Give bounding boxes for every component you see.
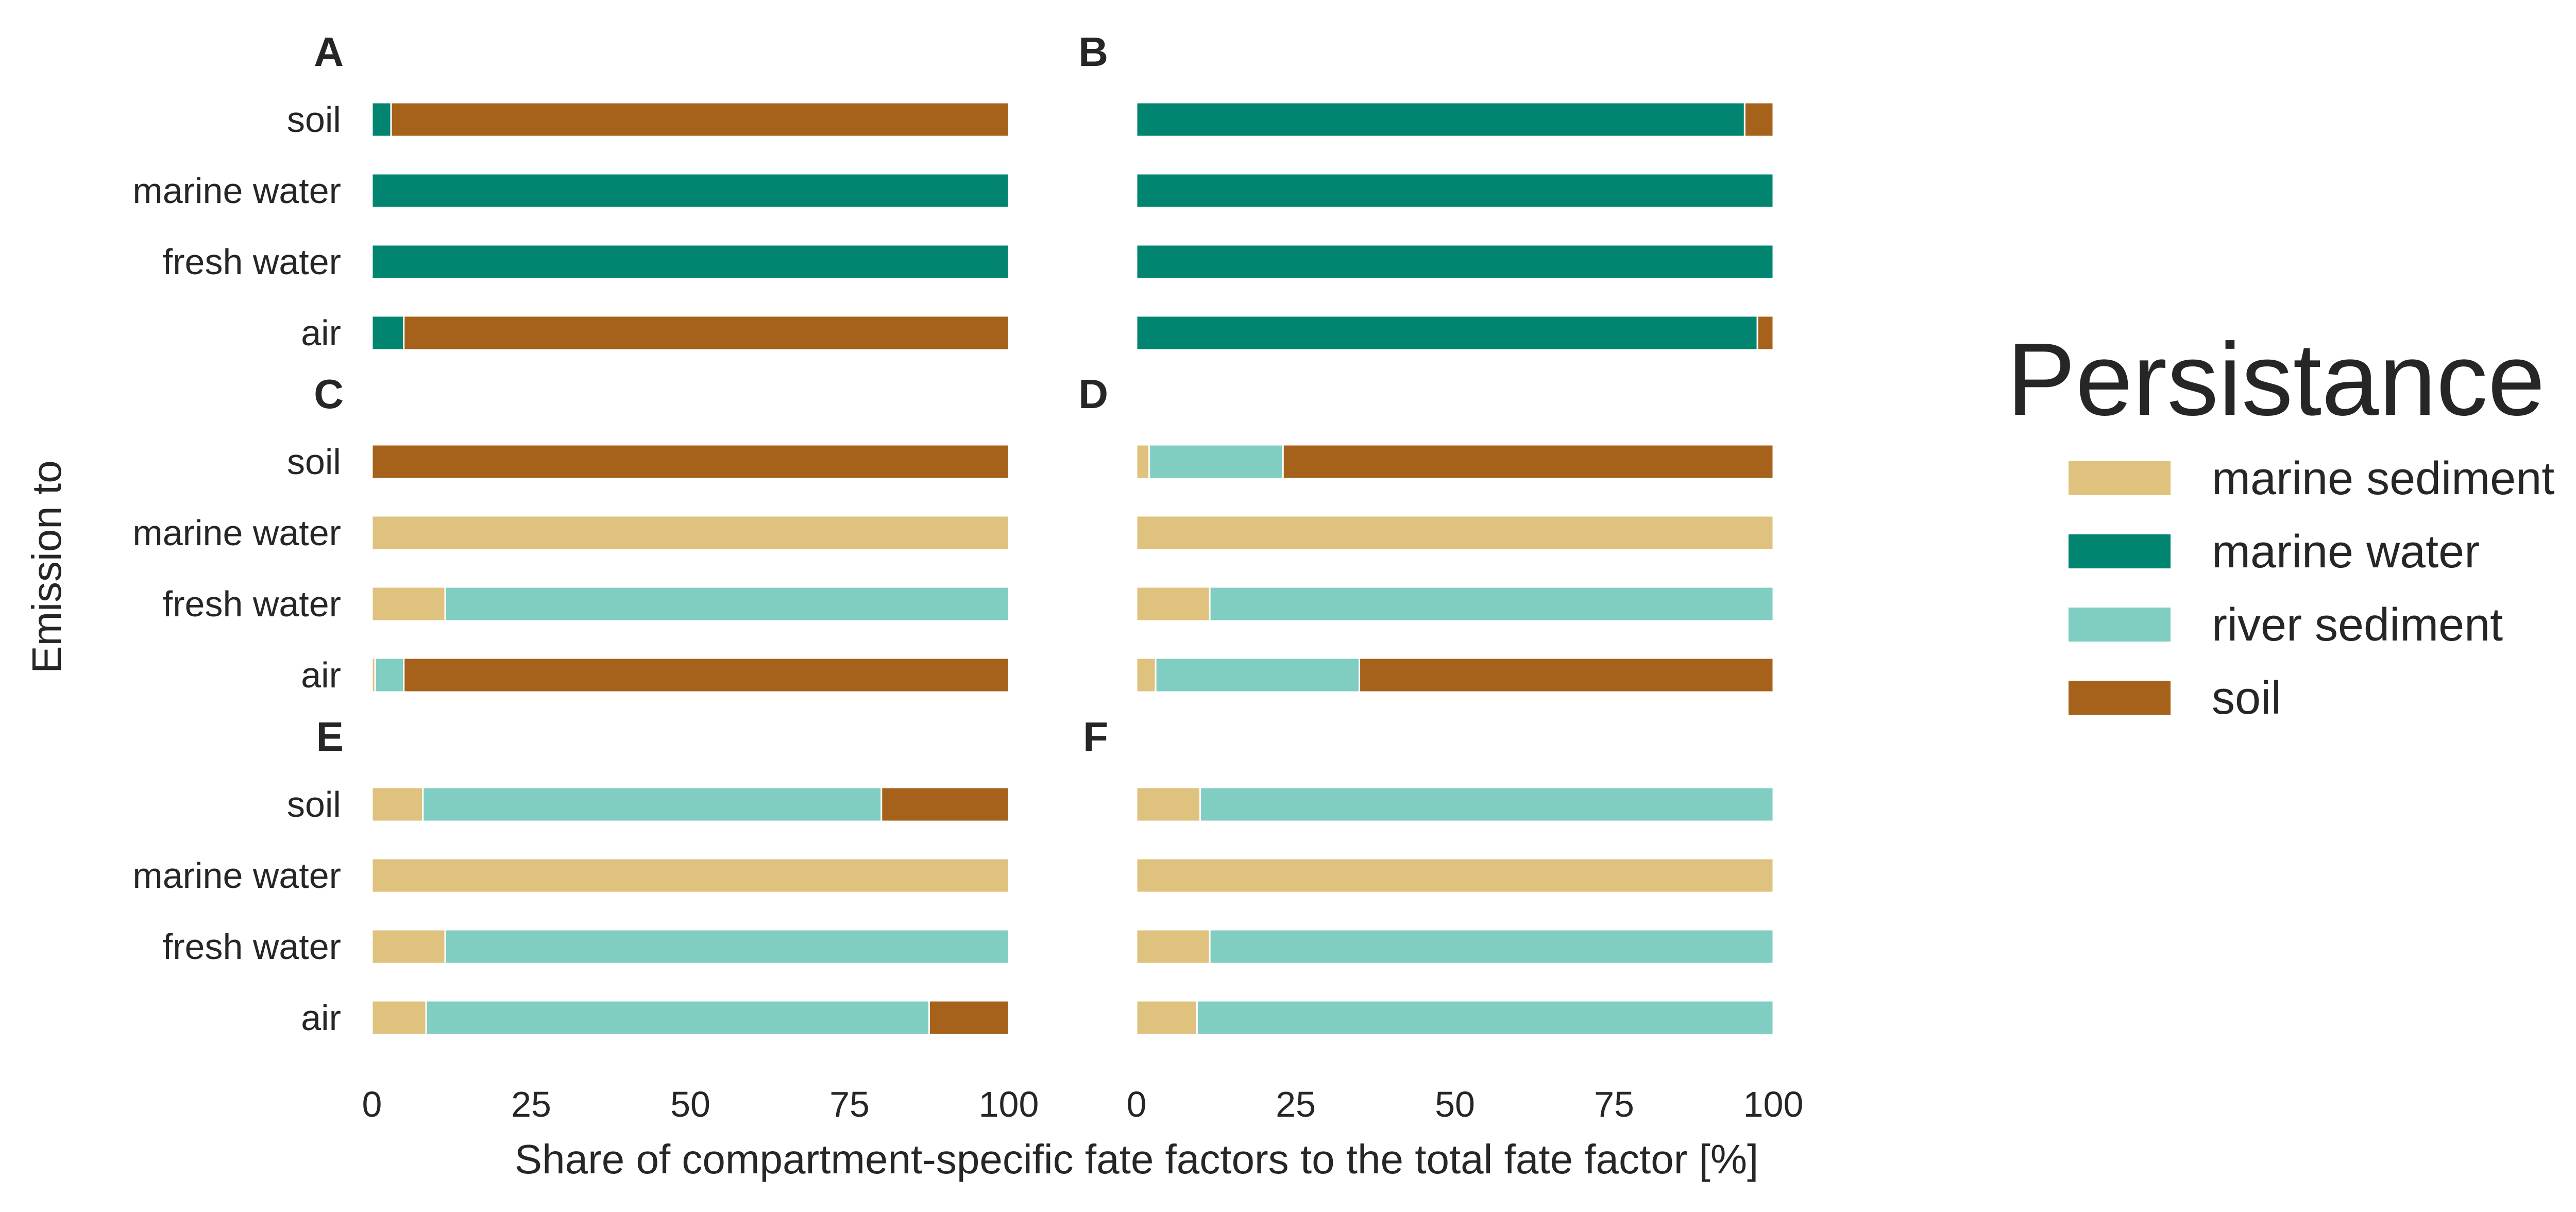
bar-segment-a-marine-water-marine-water (371, 173, 1010, 209)
bar-segment-e-soil-marine-sediment (371, 786, 424, 822)
panel-letter-e: E (316, 714, 344, 760)
legend-swatch-marine-sediment (2069, 461, 2171, 495)
bar-segment-e-air-marine-sediment (371, 1000, 427, 1036)
panel-letter-c: C (314, 371, 344, 417)
bar-segment-e-soil-soil (880, 786, 1010, 822)
legend-title: Persistance in (2007, 322, 2576, 437)
x-tick-label: 25 (511, 1084, 551, 1124)
legend: Persistance in marine sediment marine wate… (2007, 322, 2576, 724)
category-label-marine-water: marine water (132, 513, 341, 553)
bar-segment-d-air-marine-sediment (1136, 657, 1157, 693)
category-label-fresh-water: fresh water (163, 242, 341, 282)
bar-segment-d-fresh-water-marine-sediment (1136, 586, 1211, 622)
bar-segment-f-air-river-sediment (1196, 1000, 1774, 1036)
bar-segment-b-marine-water-marine-water (1136, 173, 1774, 209)
x-tick-label: 100 (979, 1084, 1039, 1124)
category-label-marine-water: marine water (132, 171, 341, 211)
y-axis-title: Emission to (24, 460, 70, 673)
bar-segment-f-soil-river-sediment (1199, 786, 1774, 822)
panel-letter-a: A (314, 29, 344, 75)
bar-segment-f-air-marine-sediment (1136, 1000, 1198, 1036)
legend-label-soil: soil (2212, 672, 2281, 724)
bar-segment-f-soil-marine-sediment (1136, 786, 1201, 822)
category-label-soil: soil (287, 442, 341, 482)
bar-segment-d-air-soil (1359, 657, 1774, 693)
bar-segment-f-marine-water-marine-sediment (1136, 857, 1774, 894)
bar-segment-e-fresh-water-marine-sediment (371, 929, 446, 965)
bar-segment-c-fresh-water-river-sediment (444, 586, 1010, 622)
category-label-marine-water: marine water (132, 855, 341, 896)
bar-segment-b-soil-marine-water (1136, 102, 1745, 138)
bar-segment-e-fresh-water-river-sediment (444, 929, 1010, 965)
x-tick-label: 75 (829, 1084, 870, 1124)
bar-segment-e-soil-river-sediment (422, 786, 883, 822)
x-tick-label: 0 (362, 1084, 382, 1124)
bar-segment-e-air-river-sediment (425, 1000, 930, 1036)
category-label-soil: soil (287, 784, 341, 824)
bar-segment-d-marine-water-marine-sediment (1136, 515, 1774, 551)
panel-f: F 0 25 50 75 100 (1083, 714, 1803, 1124)
bar-segment-d-soil-soil (1282, 444, 1774, 480)
panel-d: D (1078, 371, 1774, 693)
category-label-fresh-water: fresh water (163, 927, 341, 967)
x-tick-label: 0 (1127, 1084, 1147, 1124)
category-label-air: air (301, 655, 341, 695)
bar-segment-c-soil-soil (371, 444, 1010, 480)
panel-letter-d: D (1078, 371, 1108, 417)
bar-segment-d-soil-river-sediment (1148, 444, 1284, 480)
panel-letter-f: F (1083, 714, 1108, 760)
bar-segment-b-soil-soil (1743, 102, 1774, 138)
bar-segment-e-marine-water-marine-sediment (371, 857, 1010, 894)
legend-label-river-sediment: river sediment (2212, 599, 2503, 651)
legend-swatch-soil (2069, 681, 2171, 715)
x-tick-label: 50 (1435, 1084, 1475, 1124)
bar-segment-a-soil-soil (390, 102, 1010, 138)
bar-segment-d-fresh-water-river-sediment (1209, 586, 1774, 622)
bar-segment-f-fresh-water-river-sediment (1209, 929, 1774, 965)
bar-segment-c-marine-water-marine-sediment (371, 515, 1010, 551)
bar-segment-d-soil-marine-sediment (1136, 444, 1150, 480)
category-label-fresh-water: fresh water (163, 584, 341, 624)
bar-segment-c-air-river-sediment (374, 657, 405, 693)
x-axis-title: Share of compartment-specific fate facto… (515, 1136, 1758, 1182)
bar-segment-b-fresh-water-marine-water (1136, 244, 1774, 280)
panel-letter-b: B (1078, 29, 1108, 75)
legend-label-marine-water: marine water (2212, 526, 2480, 578)
bar-segment-a-air-marine-water (371, 315, 405, 351)
category-label-air: air (301, 313, 341, 353)
legend-swatch-river-sediment (2069, 608, 2171, 642)
legend-swatch-marine-water (2069, 534, 2171, 568)
bar-segment-e-air-soil (928, 1000, 1010, 1036)
bar-segment-a-air-soil (403, 315, 1010, 351)
legend-label-marine-sediment: marine sediment (2212, 453, 2554, 504)
bar-segment-a-soil-marine-water (371, 102, 392, 138)
category-label-air: air (301, 998, 341, 1038)
x-tick-label: 75 (1594, 1084, 1634, 1124)
bar-segment-c-fresh-water-marine-sediment (371, 586, 446, 622)
x-tick-label: 50 (670, 1084, 710, 1124)
bar-segment-a-fresh-water-marine-water (371, 244, 1010, 280)
panel-b: B (1078, 29, 1774, 351)
bar-segment-c-air-soil (403, 657, 1010, 693)
bar-segment-f-fresh-water-marine-sediment (1136, 929, 1211, 965)
category-label-soil: soil (287, 99, 341, 140)
bar-segment-b-air-marine-water (1136, 315, 1758, 351)
x-tick-label: 100 (1743, 1084, 1804, 1124)
bar-segment-b-air-soil (1756, 315, 1774, 351)
x-tick-label: 25 (1276, 1084, 1316, 1124)
bar-segment-d-air-river-sediment (1155, 657, 1361, 693)
